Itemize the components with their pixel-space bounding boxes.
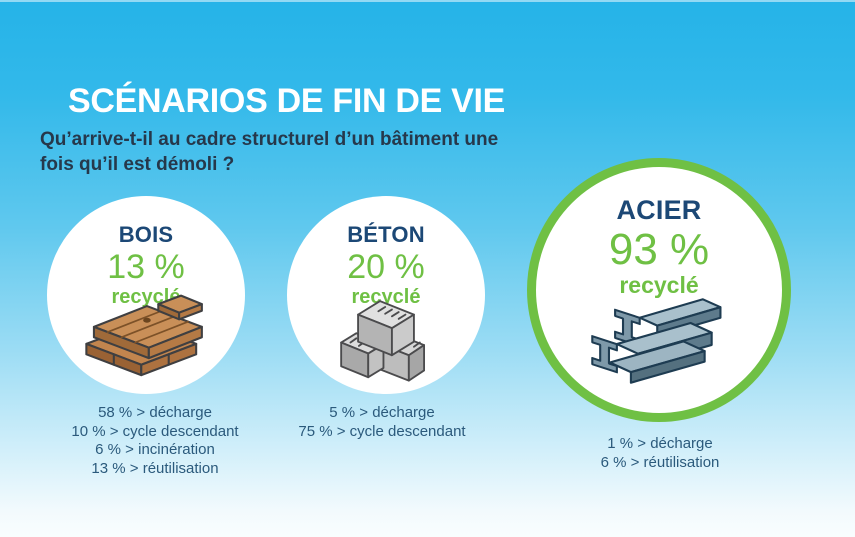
stats-beton-line: 75 % > cycle descendant	[298, 422, 466, 440]
stats-bois: 58 % > décharge 10 % > cycle descendant …	[35, 404, 275, 478]
material-recycled-label-beton: recyclé	[351, 286, 421, 308]
stats-acier-line: 6 % > réutilisation	[600, 453, 720, 471]
material-percent-beton: 20 %	[347, 248, 425, 286]
material-card-beton: BÉTON 20 % recyclé	[287, 196, 485, 394]
material-percent-acier: 93 %	[608, 225, 710, 274]
subtitle-line-2: fois qu’il est démoli ?	[40, 154, 235, 175]
stats-bois-line: 58 % > décharge	[98, 404, 212, 421]
stats-bois-line: 13 % > réutilisation	[91, 459, 219, 477]
page-title: SCÉNARIOS DE FIN DE VIE	[68, 82, 506, 120]
steel-beams-icon	[591, 298, 722, 385]
stats-acier-line: 1 % > décharge	[607, 435, 713, 452]
material-percent-bois: 13 %	[107, 248, 185, 286]
material-name-beton: BÉTON	[347, 222, 425, 247]
concrete-blocks-icon	[340, 300, 426, 382]
material-name-bois: BOIS	[118, 222, 174, 247]
material-card-bois: BOIS 13 % recyclé	[47, 196, 245, 394]
page-subtitle: Qu’arrive-t-il au cadre structurel d’un …	[40, 127, 560, 177]
stats-bois-line: 10 % > cycle descendant	[71, 422, 239, 440]
stats-beton: 5 % > décharge 75 % > cycle descendant	[262, 404, 502, 441]
material-recycled-label-acier: recyclé	[619, 272, 699, 298]
material-name-acier: ACIER	[616, 195, 702, 225]
material-card-acier: ACIER 93 % recyclé	[527, 158, 791, 422]
stats-beton-line: 5 % > décharge	[329, 404, 435, 421]
subtitle-line-1: Qu’arrive-t-il au cadre structurel d’un …	[40, 129, 499, 150]
wood-planks-icon	[85, 294, 203, 377]
stats-bois-line: 6 % > incinération	[95, 441, 215, 458]
stats-acier: 1 % > décharge 6 % > réutilisation	[540, 435, 780, 472]
